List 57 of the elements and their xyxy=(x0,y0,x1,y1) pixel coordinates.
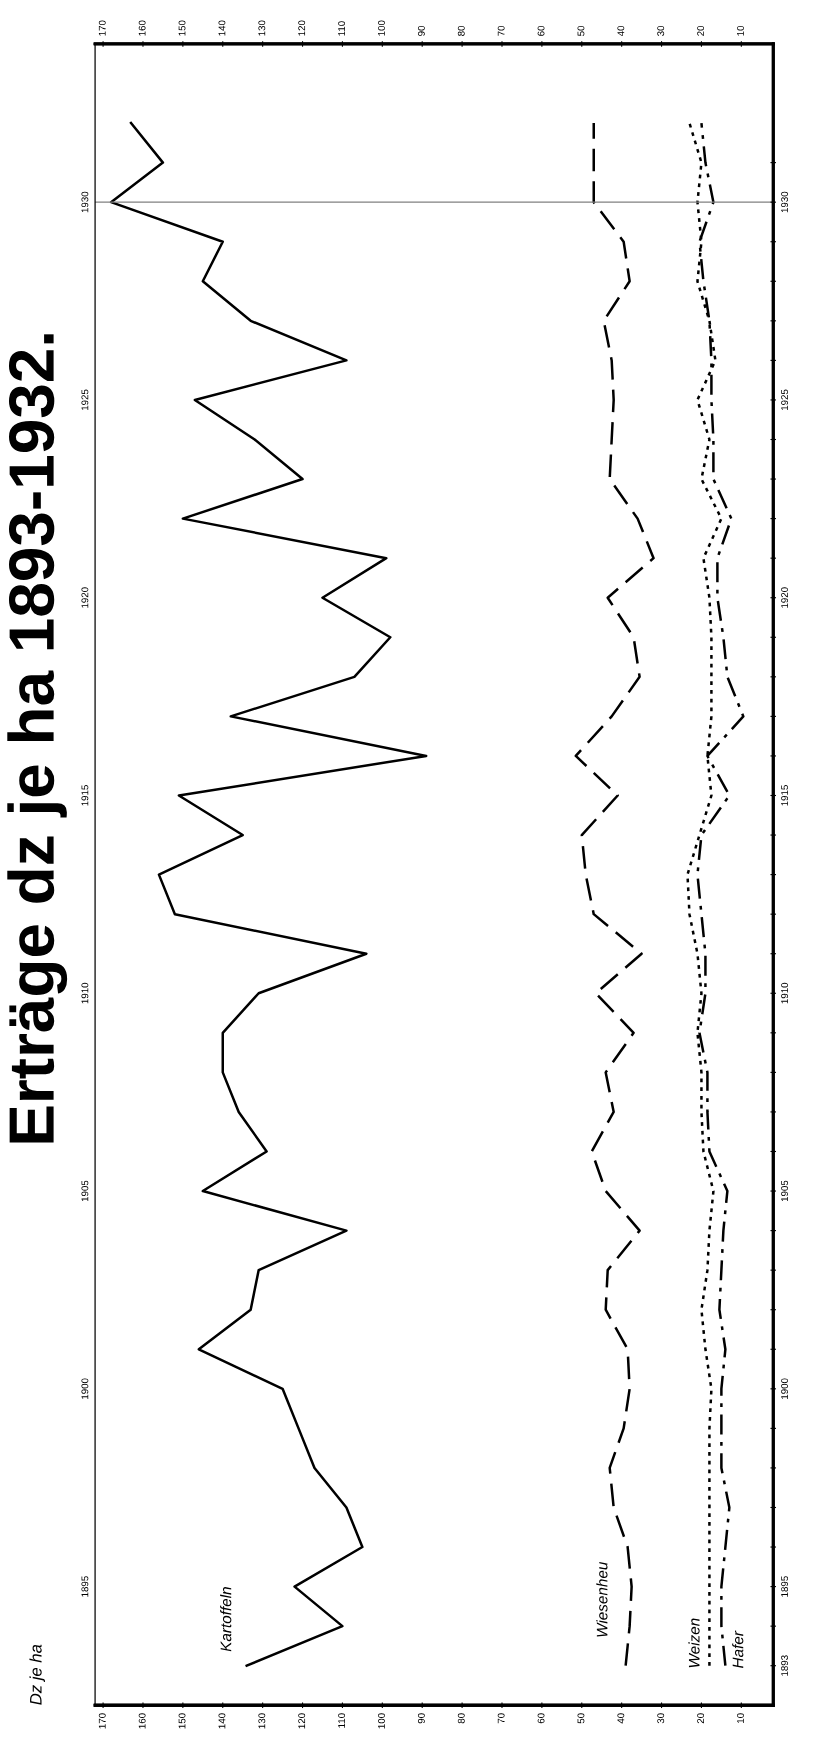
x-tick-label: 140 xyxy=(218,20,226,36)
text: Dz je ha xyxy=(29,1644,45,1705)
y-tick-label: 1920 xyxy=(81,587,89,608)
x-tick-label: 70 xyxy=(497,25,505,36)
x-tick-label: 100 xyxy=(378,20,385,36)
x-tick-label: 20 xyxy=(697,25,705,36)
x-tick-label: 150 xyxy=(178,20,186,36)
x2-tick-label: 40 xyxy=(617,1713,625,1724)
y2-tick-label: 1900 xyxy=(781,1378,789,1399)
x2-tick-label: 10 xyxy=(737,1713,744,1723)
y2-tick-label: 1895 xyxy=(781,1576,789,1597)
text: Erträge dz je ha 1893-1932. xyxy=(7,334,68,1143)
x-tick-label: 120 xyxy=(298,20,306,36)
x2-tick-label: 80 xyxy=(457,1713,465,1724)
x-tick-label: 160 xyxy=(138,20,146,36)
x-tick-label: 30 xyxy=(657,25,665,36)
y-tick-label: 1930 xyxy=(81,191,89,213)
y2-tick-label: 1905 xyxy=(781,1180,789,1202)
x2-tick-label: 60 xyxy=(537,1713,545,1724)
y-tick-label: 1905 xyxy=(81,1180,89,1202)
y-tick-label: 1910 xyxy=(81,982,89,1004)
x2-tick-label: 110 xyxy=(338,1713,346,1728)
y-tick-label: 1915 xyxy=(81,785,89,806)
y2-tick-label: 1925 xyxy=(781,389,789,411)
x-tick-label: 110 xyxy=(338,21,346,36)
x-tick-label: 80 xyxy=(457,25,465,36)
y2-tick-label: 1920 xyxy=(781,587,789,608)
text: Wiesenheu xyxy=(596,1561,608,1637)
x2-tick-label: 50 xyxy=(577,1713,585,1724)
x2-tick-label: 30 xyxy=(657,1713,665,1724)
x2-tick-label: 140 xyxy=(218,1713,226,1729)
x-tick-label: 40 xyxy=(617,25,625,37)
y-tick-label: 1895 xyxy=(81,1576,89,1597)
y2-tick-label: 1910 xyxy=(781,982,789,1004)
x2-tick-label: 150 xyxy=(178,1713,186,1729)
x-tick-label: 60 xyxy=(537,25,545,36)
y2-tick-label: 1930 xyxy=(781,191,789,213)
text: Weizen xyxy=(688,1618,700,1668)
x-tick-label: 50 xyxy=(577,25,585,36)
x-tick-label: 170 xyxy=(98,20,106,36)
x2-tick-label: 20 xyxy=(697,1713,705,1724)
x2-tick-label: 100 xyxy=(378,1713,385,1729)
x2-tick-label: 90 xyxy=(417,1713,425,1724)
y-tick-label: 1900 xyxy=(81,1378,89,1399)
y-tick-label: 1925 xyxy=(81,389,89,411)
x2-tick-label: 70 xyxy=(497,1713,505,1724)
y2-tick-label: 1893 xyxy=(781,1655,789,1676)
x-tick-label: 90 xyxy=(417,25,425,36)
text: Kartoffeln xyxy=(220,1587,232,1652)
x2-tick-label: 130 xyxy=(258,1713,266,1729)
text: Hafer xyxy=(732,1630,744,1669)
x-tick-label: 130 xyxy=(258,20,266,36)
y2-tick-label: 1915 xyxy=(781,785,789,806)
x2-tick-label: 160 xyxy=(138,1713,146,1729)
x2-tick-label: 170 xyxy=(98,1713,106,1729)
x-tick-label: 10 xyxy=(737,25,744,36)
x2-tick-label: 120 xyxy=(298,1713,306,1729)
